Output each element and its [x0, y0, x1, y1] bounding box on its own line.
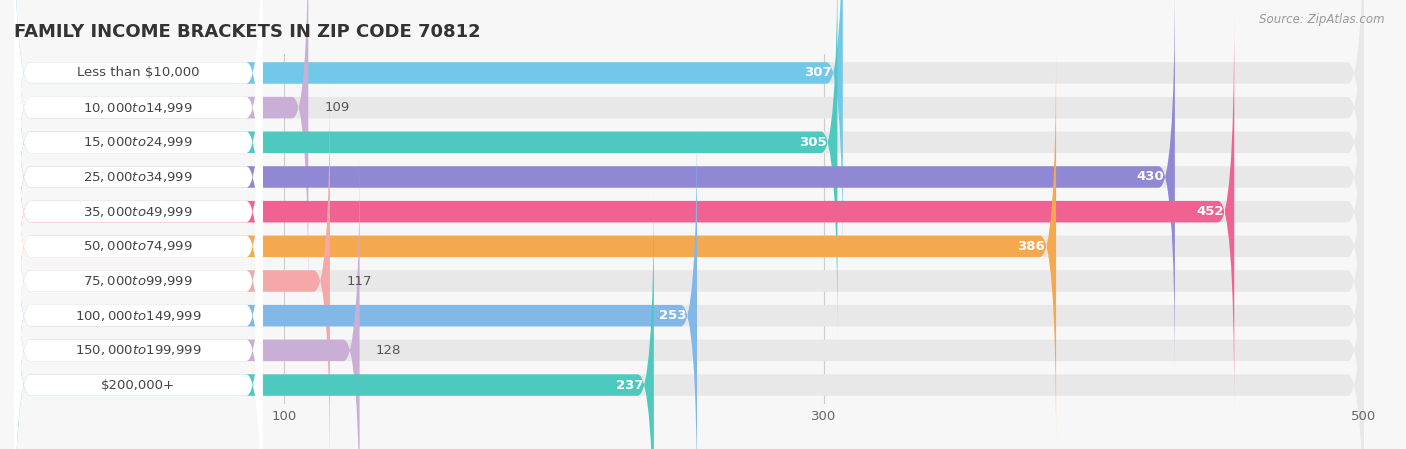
Text: $50,000 to $74,999: $50,000 to $74,999 [83, 239, 193, 253]
Text: Less than $10,000: Less than $10,000 [77, 66, 200, 79]
Text: $35,000 to $49,999: $35,000 to $49,999 [83, 205, 193, 219]
FancyBboxPatch shape [14, 119, 697, 449]
FancyBboxPatch shape [14, 188, 1364, 449]
Text: 253: 253 [659, 309, 686, 322]
FancyBboxPatch shape [14, 153, 360, 449]
Text: FAMILY INCOME BRACKETS IN ZIP CODE 70812: FAMILY INCOME BRACKETS IN ZIP CODE 70812 [14, 23, 481, 41]
Text: 237: 237 [616, 379, 643, 392]
FancyBboxPatch shape [14, 49, 263, 444]
FancyBboxPatch shape [14, 153, 263, 449]
FancyBboxPatch shape [14, 84, 330, 449]
FancyBboxPatch shape [14, 49, 1364, 444]
Text: 307: 307 [804, 66, 832, 79]
FancyBboxPatch shape [14, 14, 1364, 409]
FancyBboxPatch shape [14, 0, 308, 305]
Text: 109: 109 [325, 101, 350, 114]
Text: $150,000 to $199,999: $150,000 to $199,999 [75, 343, 201, 357]
Text: 386: 386 [1018, 240, 1045, 253]
Text: 305: 305 [799, 136, 827, 149]
FancyBboxPatch shape [14, 0, 263, 339]
Text: 117: 117 [346, 274, 371, 287]
FancyBboxPatch shape [14, 0, 263, 305]
Text: $10,000 to $14,999: $10,000 to $14,999 [83, 101, 193, 114]
FancyBboxPatch shape [14, 84, 1364, 449]
FancyBboxPatch shape [14, 0, 1364, 374]
FancyBboxPatch shape [14, 14, 263, 409]
FancyBboxPatch shape [14, 49, 1056, 444]
Text: 452: 452 [1197, 205, 1223, 218]
FancyBboxPatch shape [14, 188, 654, 449]
FancyBboxPatch shape [14, 0, 1364, 305]
Text: $200,000+: $200,000+ [101, 379, 176, 392]
Text: 430: 430 [1136, 171, 1164, 184]
FancyBboxPatch shape [14, 0, 1364, 339]
FancyBboxPatch shape [14, 119, 1364, 449]
FancyBboxPatch shape [14, 188, 263, 449]
FancyBboxPatch shape [14, 14, 1234, 409]
FancyBboxPatch shape [14, 0, 263, 374]
FancyBboxPatch shape [14, 0, 1175, 374]
Text: 128: 128 [375, 344, 401, 357]
Text: $15,000 to $24,999: $15,000 to $24,999 [83, 135, 193, 150]
Text: $25,000 to $34,999: $25,000 to $34,999 [83, 170, 193, 184]
FancyBboxPatch shape [14, 119, 263, 449]
FancyBboxPatch shape [14, 0, 842, 270]
FancyBboxPatch shape [14, 84, 263, 449]
FancyBboxPatch shape [14, 153, 1364, 449]
Text: $75,000 to $99,999: $75,000 to $99,999 [83, 274, 193, 288]
Text: $100,000 to $149,999: $100,000 to $149,999 [75, 308, 201, 323]
FancyBboxPatch shape [14, 0, 263, 270]
FancyBboxPatch shape [14, 0, 838, 339]
FancyBboxPatch shape [14, 0, 1364, 270]
Text: Source: ZipAtlas.com: Source: ZipAtlas.com [1260, 13, 1385, 26]
